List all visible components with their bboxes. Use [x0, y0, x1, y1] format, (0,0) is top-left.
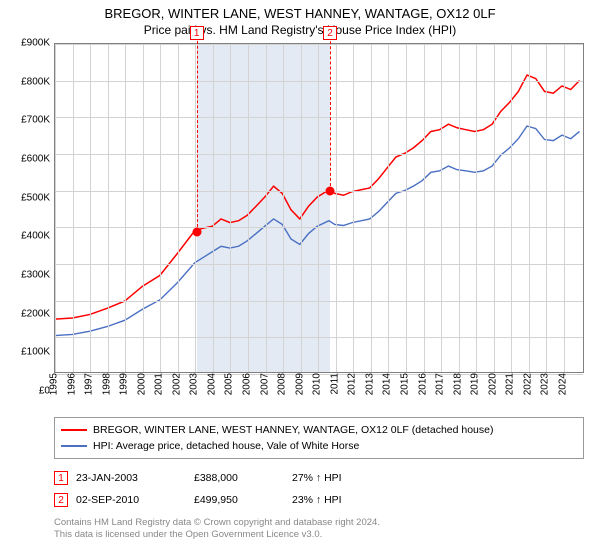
y-tick-label: £700K [21, 115, 50, 126]
x-tick-label: 2008 [277, 373, 288, 395]
x-tick-label: 1996 [66, 373, 77, 395]
x-tick-label: 1997 [84, 373, 95, 395]
x-tick-label: 2003 [189, 373, 200, 395]
legend-label: BREGOR, WINTER LANE, WEST HANNEY, WANTAG… [93, 424, 493, 436]
x-tick-label: 2005 [224, 373, 235, 395]
legend-label: HPI: Average price, detached house, Vale… [93, 440, 359, 452]
y-tick-label: £100K [21, 347, 50, 358]
marker-badge: 2 [54, 493, 68, 507]
txn-price: £499,950 [194, 494, 284, 506]
x-tick-label: 2020 [487, 373, 498, 395]
x-tick-label: 2009 [294, 373, 305, 395]
y-tick-label: £500K [21, 192, 50, 203]
titles: BREGOR, WINTER LANE, WEST HANNEY, WANTAG… [12, 6, 588, 37]
txn-delta: 23% ↑ HPI [292, 494, 382, 506]
x-tick-label: 2014 [382, 373, 393, 395]
table-row: 1 23-JAN-2003 £388,000 27% ↑ HPI [54, 467, 588, 489]
x-tick-label: 2010 [312, 373, 323, 395]
txn-date: 02-SEP-2010 [76, 494, 186, 506]
footnote-line: Contains HM Land Registry data © Crown c… [54, 517, 588, 529]
x-tick-label: 1995 [49, 373, 60, 395]
txn-delta: 27% ↑ HPI [292, 472, 382, 484]
legend-swatch-hpi [61, 445, 87, 447]
x-tick-label: 2015 [399, 373, 410, 395]
transaction-table: 1 23-JAN-2003 £388,000 27% ↑ HPI 2 02-SE… [54, 467, 588, 511]
x-tick-label: 1998 [101, 373, 112, 395]
marker-dot [192, 227, 201, 236]
y-tick-label: £300K [21, 270, 50, 281]
plot-area: 12 [54, 43, 584, 373]
legend-swatch-property [61, 429, 87, 431]
x-tick-label: 2002 [171, 373, 182, 395]
title-address: BREGOR, WINTER LANE, WEST HANNEY, WANTAG… [12, 6, 588, 21]
marker-line [330, 26, 331, 191]
x-axis: 1995199619971998199920002001200220032004… [54, 373, 584, 391]
y-tick-label: £900K [21, 38, 50, 49]
marker-dot [326, 186, 335, 195]
txn-date: 23-JAN-2003 [76, 472, 186, 484]
txn-price: £388,000 [194, 472, 284, 484]
x-tick-label: 2018 [452, 373, 463, 395]
footnote: Contains HM Land Registry data © Crown c… [54, 517, 588, 541]
x-tick-label: 2016 [417, 373, 428, 395]
x-tick-label: 2022 [522, 373, 533, 395]
x-tick-label: 2001 [154, 373, 165, 395]
x-tick-label: 2017 [435, 373, 446, 395]
table-row: 2 02-SEP-2010 £499,950 23% ↑ HPI [54, 489, 588, 511]
x-tick-label: 2007 [259, 373, 270, 395]
x-tick-label: 2000 [136, 373, 147, 395]
y-tick-label: £400K [21, 231, 50, 242]
chart-area: £0£100K£200K£300K£400K£500K£600K£700K£80… [54, 43, 584, 391]
x-tick-label: 2004 [206, 373, 217, 395]
x-tick-label: 1999 [119, 373, 130, 395]
x-tick-label: 2023 [540, 373, 551, 395]
title-subtitle: Price paid vs. HM Land Registry's House … [12, 23, 588, 37]
marker-badge: 2 [323, 26, 337, 40]
x-tick-label: 2012 [347, 373, 358, 395]
x-tick-label: 2013 [364, 373, 375, 395]
y-axis: £0£100K£200K£300K£400K£500K£600K£700K£80… [12, 43, 52, 391]
y-tick-label: £200K [21, 308, 50, 319]
marker-badge: 1 [54, 471, 68, 485]
x-tick-label: 2024 [557, 373, 568, 395]
legend-row: BREGOR, WINTER LANE, WEST HANNEY, WANTAG… [61, 422, 577, 438]
y-tick-label: £800K [21, 76, 50, 87]
marker-line [197, 26, 198, 232]
x-tick-label: 2011 [329, 373, 340, 395]
chart-container: BREGOR, WINTER LANE, WEST HANNEY, WANTAG… [0, 0, 600, 560]
y-tick-label: £600K [21, 154, 50, 165]
footnote-line: This data is licensed under the Open Gov… [54, 529, 588, 541]
x-tick-label: 2021 [505, 373, 516, 395]
x-tick-label: 2006 [242, 373, 253, 395]
x-tick-label: 2019 [470, 373, 481, 395]
legend-row: HPI: Average price, detached house, Vale… [61, 438, 577, 454]
legend-box: BREGOR, WINTER LANE, WEST HANNEY, WANTAG… [54, 417, 584, 459]
marker-badge: 1 [190, 26, 204, 40]
